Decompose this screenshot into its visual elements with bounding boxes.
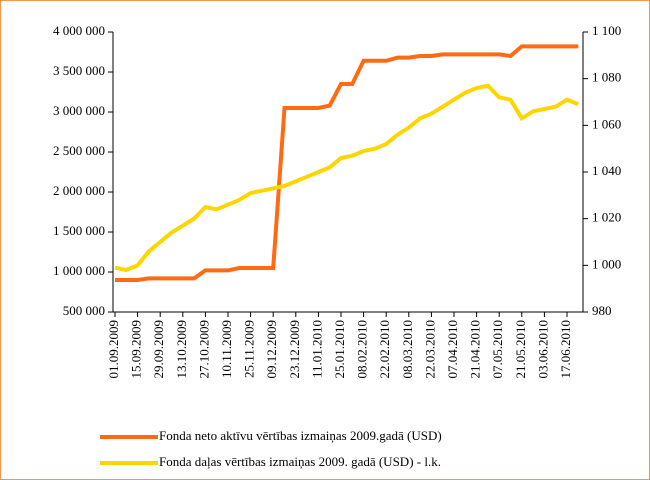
legend-label: Fonda neto aktīvu vērtības izmaiņas 2009… [159,428,442,443]
y-tick-label: 2 500 000 [53,143,105,158]
y2-tick-label: 1 100 [592,23,621,38]
y-tick-label: 3 500 000 [53,63,105,78]
y2-tick-label: 980 [592,303,612,318]
series-line [114,83,580,273]
y-tick-label: 4 000 000 [53,23,105,38]
x-tick-label: 07.04.2010 [445,320,460,379]
x-tick-label: 17.06.2010 [558,320,573,379]
x-tick-label: 07.05.2010 [490,320,505,379]
x-tick-label: 08.02.2010 [355,320,370,379]
y2-tick-label: 1 000 [592,256,621,271]
y2-tick-label: 1 060 [592,116,621,131]
x-tick-label: 08.03.2010 [400,320,415,379]
y-tick-label: 1 000 000 [53,263,105,278]
x-tick-label: 21.04.2010 [468,320,483,379]
y2-tick-label: 1 040 [592,163,621,178]
x-tick-label: 13.10.2009 [174,320,189,379]
x-tick-label: 15.09.2009 [129,320,144,379]
x-tick-label: 21.05.2010 [513,320,528,379]
y-tick-label: 3 000 000 [53,103,105,118]
y2-tick-label: 1 020 [592,210,621,225]
series-line [115,44,579,282]
x-tick-label: 25.01.2010 [332,320,347,379]
x-tick-label: 22.02.2010 [377,320,392,379]
x-tick-label: 22.03.2010 [422,320,437,379]
x-tick-label: 29.09.2009 [151,320,166,379]
x-tick-label: 25.11.2009 [242,320,257,378]
x-tick-label: 09.12.2009 [264,320,279,379]
x-tick-label: 03.06.2010 [535,320,550,379]
y2-tick-label: 1 080 [592,70,621,85]
x-tick-label: 01.09.2009 [106,320,121,379]
legend-label: Fonda daļas vērtības izmaiņas 2009. gadā… [159,454,441,469]
y-tick-label: 2 000 000 [53,183,105,198]
x-tick-label: 27.10.2009 [196,320,211,379]
y-tick-label: 500 000 [63,303,105,318]
y-tick-label: 1 500 000 [53,223,105,238]
x-tick-label: 11.01.2010 [309,320,324,378]
x-tick-label: 23.12.2009 [287,320,302,379]
x-tick-label: 10.11.2009 [219,320,234,378]
